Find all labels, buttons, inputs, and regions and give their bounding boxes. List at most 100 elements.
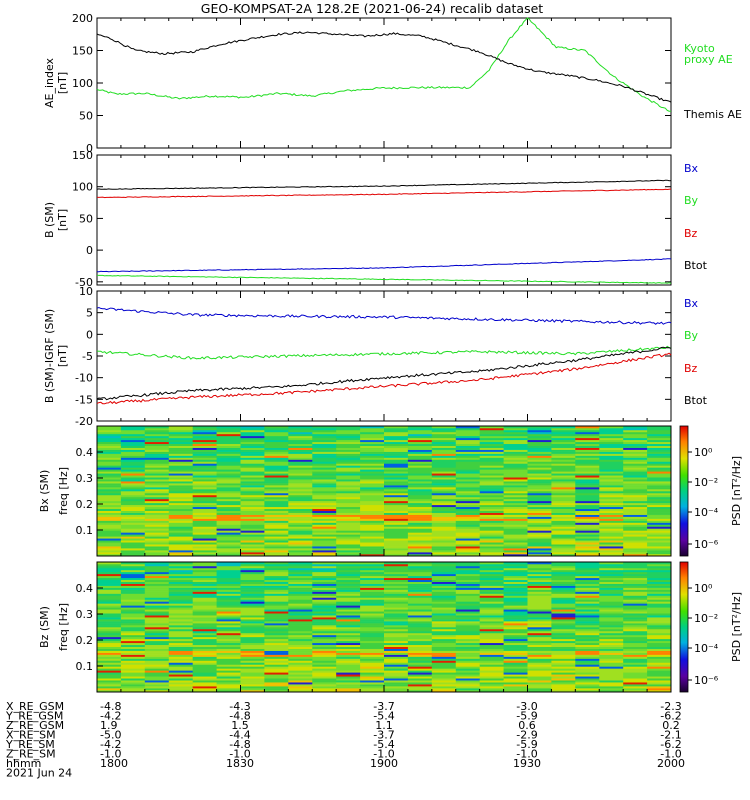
spectrogram-cell (216, 656, 241, 659)
spectrogram-cell (312, 621, 337, 624)
spectrogram-cell (336, 506, 361, 510)
spectrogram-cell (551, 520, 576, 523)
spectrogram-cell (120, 548, 146, 551)
spectrogram-cell (527, 510, 552, 513)
spectrogram-cell (120, 644, 146, 647)
spectrogram-cell (288, 589, 313, 592)
spectrogram-cell (431, 684, 457, 687)
spectrogram-cell (168, 471, 194, 474)
spectrogram-cell (455, 498, 481, 502)
spectrogram-cell (360, 603, 385, 606)
spectrogram-cell (527, 473, 552, 476)
spectrogram-cell (647, 498, 672, 502)
spectrogram-cell (264, 646, 289, 649)
spectrogram-cell (168, 632, 194, 636)
spectrogram-cell (168, 684, 194, 687)
spectrogram-cell (168, 512, 194, 515)
spectrogram-cell (503, 674, 528, 677)
spectrogram-cell (192, 504, 217, 508)
spectrogram-cell (527, 593, 552, 596)
spectrogram-cell (192, 593, 217, 596)
spectrogram-cell (575, 674, 600, 677)
spectrogram-cell (503, 627, 528, 630)
spectrogram-cell (120, 656, 146, 659)
spectrogram-cell (216, 569, 241, 573)
spectrogram-cell (144, 579, 170, 582)
spectrogram-cell (647, 656, 672, 659)
spectrogram-cell (360, 441, 385, 445)
spectrogram-cell (527, 439, 552, 443)
spectrogram-cell (623, 536, 648, 539)
spectrogram-cell (575, 481, 600, 484)
spectrogram-cell (312, 658, 337, 661)
spectrogram-cell (120, 650, 146, 653)
spectrogram-cell (120, 688, 146, 691)
spectrogram-cell (360, 587, 385, 590)
spectrogram-cell (551, 437, 576, 441)
spectrogram-cell (360, 676, 385, 679)
spectrogram-cell (479, 453, 504, 456)
spectrogram-cell (240, 613, 265, 616)
spectrogram-cell (120, 682, 146, 685)
spectrogram-cell (97, 544, 122, 547)
spectrogram-cell (527, 552, 552, 555)
spectrogram-cell (97, 516, 122, 519)
spectrogram-cell (312, 540, 337, 543)
spectrogram-cell (575, 571, 600, 575)
spectrogram-cell (336, 569, 361, 573)
spectrogram-cell (647, 607, 672, 610)
spectrogram-cell (312, 690, 337, 693)
spectrogram-cell (599, 678, 624, 681)
spectrogram-cell (503, 648, 528, 651)
spectrogram-cell (240, 601, 265, 604)
spectrogram-cell (264, 508, 289, 511)
spectrogram-cell (240, 632, 265, 636)
spectrogram-cell (599, 479, 624, 482)
spectrogram-cell (647, 585, 672, 588)
spectrogram-cell (312, 449, 337, 452)
spectrogram-cell (144, 491, 170, 494)
spectrogram-cell (360, 508, 385, 511)
spectrogram-cell (216, 658, 241, 661)
spectrogram-cell (455, 579, 481, 582)
spectrogram-cell (120, 579, 146, 582)
spectrogram-cell (647, 627, 672, 630)
spectrogram-cell (479, 609, 504, 612)
spectrogram-cell (120, 510, 146, 513)
spectrogram-cell (431, 550, 457, 553)
spectrogram-cell (407, 662, 433, 665)
spectrogram-cell (431, 532, 457, 535)
spectrogram-cell (97, 528, 122, 531)
spectrogram-cell (575, 455, 600, 458)
spectrogram-cell (384, 500, 409, 504)
spectrogram-cell (431, 613, 457, 616)
spectrogram-cell (240, 498, 265, 502)
spectrogram-cell (312, 451, 337, 454)
spectrogram-cell (360, 437, 385, 441)
spectrogram-cell (120, 473, 146, 476)
spectrogram-cell (312, 611, 337, 614)
panel-spectrogram-bz: 0.10.20.30.4Bz (SM) freq [Hz]10⁰10⁻²10⁻⁴1… (38, 561, 743, 693)
spectrogram-cell (623, 625, 648, 628)
spectrogram-cell (647, 516, 672, 519)
spectrogram-cell (647, 625, 672, 628)
spectrogram-cell (455, 459, 481, 462)
spectrogram-cell (551, 510, 576, 513)
spectrogram-cell (216, 471, 241, 474)
legend-entry: By (684, 329, 699, 342)
spectrogram-cell (336, 609, 361, 612)
ephemeris-value: 1.9 (100, 719, 118, 732)
spectrogram-cell (192, 678, 217, 681)
spectrogram-cell (431, 579, 457, 582)
spectrogram-cell (575, 437, 600, 441)
spectrogram-cell (168, 487, 194, 490)
spectrogram-cell (647, 619, 672, 622)
spectrogram-cell (431, 615, 457, 618)
spectrogram-cell (599, 431, 624, 435)
spectrogram-cell (431, 593, 457, 596)
spectrogram-cell (431, 627, 457, 630)
spectrogram-cell (431, 491, 457, 494)
spectrogram-cell (384, 680, 409, 683)
spectrogram-cell (503, 526, 528, 529)
spectrogram-cell (312, 532, 337, 535)
